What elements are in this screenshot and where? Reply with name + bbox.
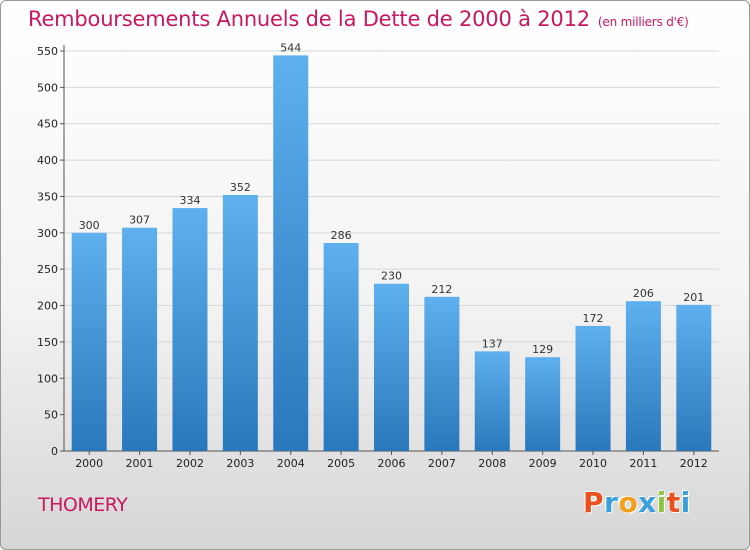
y-tick-label: 500 (37, 81, 58, 94)
x-tick-label: 2005 (327, 457, 355, 470)
bar-value-label: 300 (79, 219, 100, 232)
x-tick-label: 2011 (629, 457, 657, 470)
bar-value-label: 334 (179, 194, 200, 207)
y-tick-label: 450 (37, 118, 58, 131)
bar-value-label: 230 (381, 270, 402, 283)
y-tick-label: 50 (44, 409, 58, 422)
y-tick-label: 150 (37, 336, 58, 349)
bar (323, 243, 359, 451)
bar-value-label: 201 (683, 291, 704, 304)
x-tick-label: 2006 (378, 457, 406, 470)
y-tick-label: 300 (37, 227, 58, 240)
x-tick-label: 2009 (529, 457, 557, 470)
x-tick-label: 2012 (680, 457, 708, 470)
chart-title: Remboursements Annuels de la Dette de 20… (28, 7, 689, 31)
bar (172, 208, 208, 451)
bar (273, 55, 309, 451)
x-tick-label: 2004 (277, 457, 305, 470)
y-tick-label: 400 (37, 154, 58, 167)
y-tick-label: 200 (37, 300, 58, 313)
x-tick-label: 2008 (478, 457, 506, 470)
y-tick-label: 0 (51, 445, 58, 458)
bar-value-label: 137 (482, 337, 503, 350)
bar (525, 357, 561, 451)
logo-letter: P (583, 486, 605, 519)
proxiti-logo: Proxiti (583, 486, 691, 519)
y-tick-label: 550 (37, 45, 58, 58)
bar-value-label: 172 (583, 312, 604, 325)
logo-letter: i (656, 486, 667, 519)
bar (222, 195, 258, 451)
commune-name: THOMERY (38, 494, 128, 516)
y-tick-label: 350 (37, 190, 58, 203)
logo-letter: t (666, 486, 681, 519)
x-tick-label: 2010 (579, 457, 607, 470)
x-tick-label: 2000 (75, 457, 103, 470)
bar (122, 227, 158, 451)
bar-value-label: 352 (230, 181, 251, 194)
logo-letter: i (680, 486, 691, 519)
logo-letter: x (638, 486, 657, 519)
bar-value-label: 544 (280, 41, 301, 54)
bar (625, 301, 661, 451)
x-tick-label: 2001 (126, 457, 154, 470)
logo-letter: r (604, 486, 619, 519)
bar (424, 296, 460, 451)
bar-value-label: 129 (532, 343, 553, 356)
bar (575, 325, 611, 451)
x-tick-label: 2002 (176, 457, 204, 470)
bar (676, 304, 712, 451)
x-tick-label: 2003 (226, 457, 254, 470)
bar-value-label: 286 (331, 229, 352, 242)
bar-value-label: 212 (431, 283, 452, 296)
bar-value-label: 307 (129, 214, 150, 227)
chart-unit-note: (en milliers d'€) (597, 15, 689, 29)
bar (374, 283, 409, 451)
y-tick-label: 100 (37, 372, 58, 385)
bar (474, 351, 510, 451)
x-tick-label: 2007 (428, 457, 456, 470)
logo-letter: o (618, 486, 639, 519)
bar (71, 232, 107, 451)
y-tick-label: 250 (37, 263, 58, 276)
chart-title-text: Remboursements Annuels de la Dette de 20… (28, 7, 590, 31)
bar-value-label: 206 (633, 287, 654, 300)
